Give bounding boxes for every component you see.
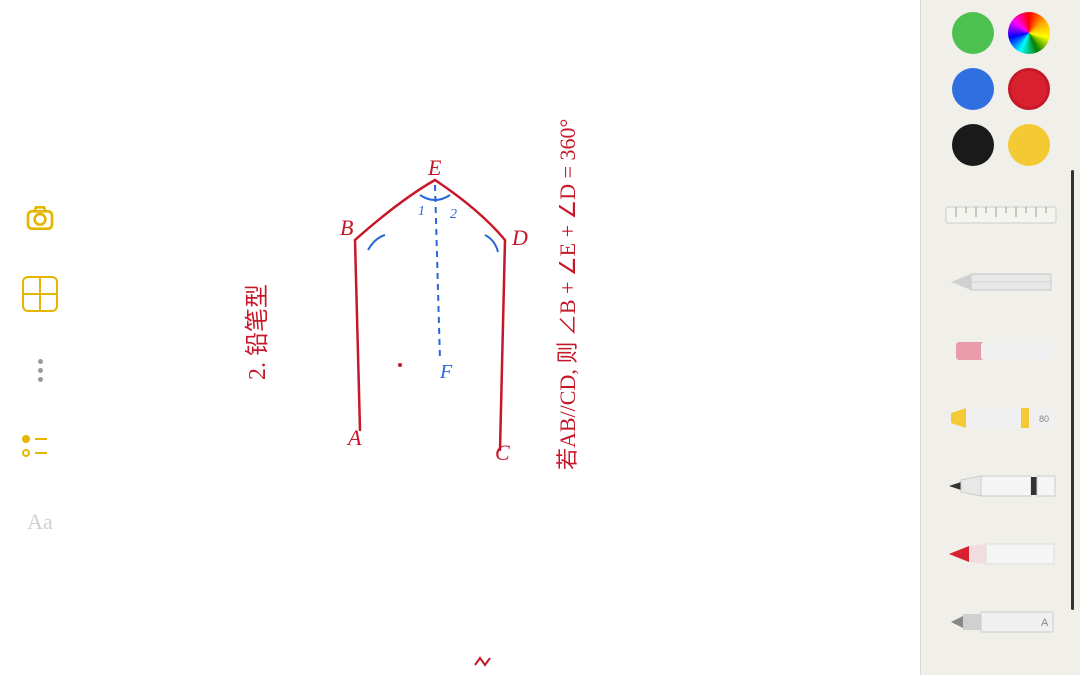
svg-text:1: 1 [418, 204, 425, 219]
svg-text:A: A [1041, 617, 1049, 629]
color-black[interactable] [952, 124, 994, 166]
svg-text:F: F [439, 361, 453, 383]
svg-text:B: B [340, 215, 353, 240]
text-format-button[interactable]: Aa [22, 504, 58, 540]
brush-tool[interactable] [936, 524, 1066, 584]
more-button[interactable] [22, 352, 58, 388]
color-yellow[interactable] [1008, 124, 1050, 166]
handwriting-drawing: 2. 铅笔型 A B C D E [80, 0, 920, 675]
scrollbar[interactable] [1071, 170, 1074, 610]
pencil-tool[interactable] [936, 252, 1066, 312]
checklist-button[interactable] [22, 428, 58, 464]
color-palette [952, 8, 1050, 184]
svg-text:E: E [427, 155, 442, 180]
pen-tool[interactable] [936, 456, 1066, 516]
drawing-canvas[interactable]: 2. 铅笔型 A B C D E [80, 0, 920, 675]
marker-tool[interactable]: A [936, 592, 1066, 652]
color-blue[interactable] [952, 68, 994, 110]
svg-text:C: C [495, 440, 510, 465]
svg-text:2: 2 [450, 207, 457, 222]
color-red[interactable] [1008, 68, 1050, 110]
color-picker-rainbow[interactable] [1008, 12, 1050, 54]
eraser-tool[interactable] [936, 320, 1066, 380]
tool-palette: 80 A [920, 0, 1080, 675]
drawing-tools: 80 A [921, 184, 1080, 667]
ruler-tool[interactable] [936, 184, 1066, 244]
color-green[interactable] [952, 12, 994, 54]
title-text: 2. 铅笔型 [244, 284, 271, 380]
left-toolbar: Aa [0, 0, 80, 675]
camera-button[interactable] [22, 200, 58, 236]
svg-text:A: A [346, 425, 362, 450]
svg-text:80: 80 [1039, 414, 1049, 424]
svg-text:D: D [511, 225, 528, 250]
highlighter-tool[interactable]: 80 [936, 388, 1066, 448]
equation-text: 若AB//CD, 则 ∠B + ∠E + ∠D = 360° [555, 119, 580, 470]
grid-button[interactable] [22, 276, 58, 312]
